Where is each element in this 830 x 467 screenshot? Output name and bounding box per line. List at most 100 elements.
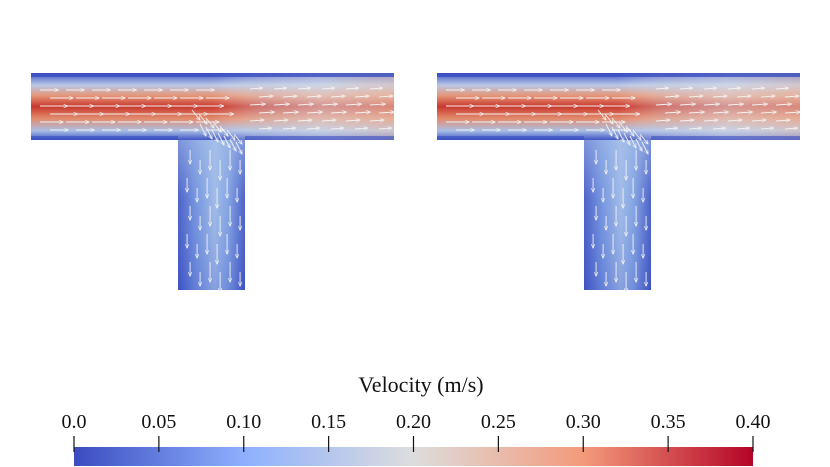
velocity-arrow — [330, 112, 346, 113]
velocity-arrow — [354, 128, 368, 129]
velocity-arrow — [330, 128, 344, 129]
velocity-arrow — [618, 121, 627, 132]
velocity-arrow — [354, 112, 370, 113]
velocity-arrow — [784, 128, 798, 129]
colorbar-tick-label: 0.25 — [481, 411, 516, 433]
velocity-arrow — [655, 104, 671, 105]
velocity-arrow — [226, 129, 235, 140]
velocity-arrow — [369, 120, 384, 121]
velocity-arrow — [205, 126, 212, 139]
velocity-arrow — [727, 88, 741, 89]
velocity-arrow — [703, 104, 719, 105]
colorbar-ticks: 0.0 0.05 0.10 0.15 0.20 0.25 0.30 0.35 0.40 — [62, 411, 771, 452]
velocity-arrow — [306, 128, 320, 129]
velocity-arrow — [703, 88, 717, 89]
velocity-arrow — [211, 129, 218, 142]
velocity-arrow — [611, 117, 620, 128]
velocity-arrow — [688, 112, 704, 113]
velocity-arrow — [712, 112, 728, 113]
velocity-arrow — [736, 96, 751, 97]
velocity-arrow — [321, 104, 337, 105]
colorbar-tick-label: 0.30 — [566, 411, 601, 433]
velocity-arrow — [369, 104, 385, 105]
velocity-arrow — [249, 88, 263, 89]
velocity-arrow — [784, 112, 800, 113]
colorbar-tick-label: 0.40 — [736, 411, 771, 433]
velocity-arrow — [655, 120, 670, 121]
velocity-arrow — [775, 104, 791, 105]
velocity-arrow — [321, 120, 336, 121]
velocity-arrow — [727, 104, 743, 105]
velocity-arrow — [258, 112, 274, 113]
velocity-arrow — [679, 88, 693, 89]
velocity-arrow — [345, 104, 361, 105]
velocity-arrow — [760, 128, 774, 129]
velocity-arrow — [282, 128, 296, 129]
velocity-arrow — [639, 133, 648, 144]
velocity-arrow — [760, 96, 775, 97]
velocity-arrow — [655, 88, 669, 89]
velocity-arrow — [345, 88, 359, 89]
velocity-arrow — [273, 88, 287, 89]
velocity-arrow — [751, 120, 766, 121]
velocity-arrow — [736, 128, 750, 129]
velocity-arrow — [345, 120, 360, 121]
velocity-arrow — [297, 88, 311, 89]
velocity-arrow — [258, 128, 272, 129]
velocity-arrow — [273, 120, 288, 121]
colorbar-tick-label: 0.35 — [651, 411, 686, 433]
t-junction-left — [31, 73, 394, 292]
velocity-arrow — [199, 123, 206, 136]
velocity-arrow — [597, 109, 606, 120]
velocity-arrow — [736, 112, 752, 113]
velocity-arrow — [378, 112, 394, 113]
velocity-arrow — [623, 132, 630, 145]
velocity-arrow — [258, 96, 273, 97]
velocity-arrow — [751, 88, 765, 89]
velocity-arrow — [611, 126, 618, 139]
colorbar-title: Velocity (m/s) — [358, 372, 483, 397]
velocity-arrow — [321, 88, 335, 89]
velocity-arrow — [306, 112, 322, 113]
velocity-arrow — [191, 109, 200, 120]
velocity-arrow — [784, 96, 799, 97]
velocity-arrow — [229, 138, 236, 151]
velocity-arrow — [282, 112, 298, 113]
velocity-arrow — [306, 96, 321, 97]
velocity-arrow — [205, 117, 214, 128]
velocity-arrow — [688, 128, 702, 129]
velocity-arrow — [688, 96, 703, 97]
velocity-arrow — [297, 104, 313, 105]
colorbar: Velocity (m/s) 0.0 0.05 0.10 0.15 0.20 0.25 0.… — [62, 372, 771, 466]
velocity-arrow — [641, 141, 648, 154]
velocity-arrow — [629, 135, 636, 148]
left-velocity-arrows — [40, 88, 394, 292]
velocity-arrow — [625, 125, 634, 136]
velocity-arrow — [233, 133, 242, 144]
velocity-arrow — [249, 120, 264, 121]
velocity-arrow — [217, 132, 224, 145]
colorbar-tick-label: 0.0 — [62, 411, 87, 433]
velocity-arrow — [617, 129, 624, 142]
velocity-arrow — [273, 104, 289, 105]
velocity-arrow — [751, 104, 767, 105]
velocity-arrow — [369, 88, 383, 89]
velocity-arrow — [198, 113, 207, 124]
velocity-arrow — [775, 88, 789, 89]
velocity-arrow — [235, 141, 242, 154]
velocity-arrow — [223, 135, 230, 148]
velocity-arrow — [664, 96, 679, 97]
t-junction-right — [437, 73, 800, 292]
velocity-arrow — [212, 121, 221, 132]
velocity-arrow — [664, 128, 678, 129]
velocity-arrow — [635, 138, 642, 151]
velocity-arrow — [354, 96, 369, 97]
velocity-arrow — [664, 112, 680, 113]
velocity-arrow — [605, 123, 612, 136]
velocity-arrow — [378, 128, 392, 129]
velocity-arrow — [703, 120, 718, 121]
velocity-arrow — [760, 112, 776, 113]
colorbar-tick-label: 0.15 — [311, 411, 346, 433]
velocity-arrow — [679, 104, 695, 105]
